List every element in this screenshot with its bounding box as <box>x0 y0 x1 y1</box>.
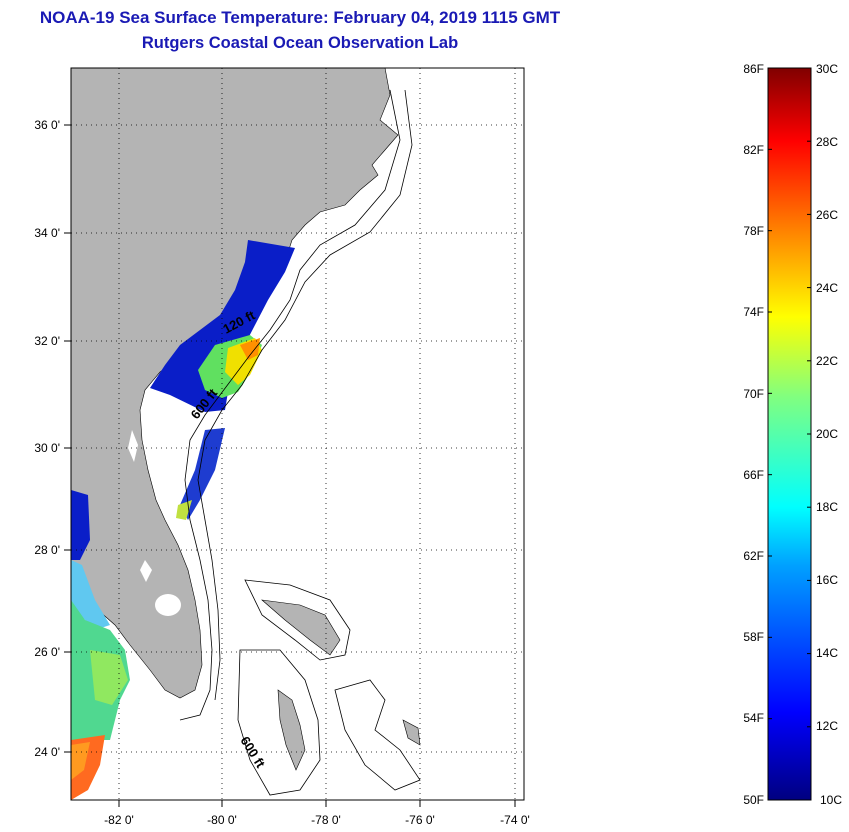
sst-warm-core <box>240 338 260 360</box>
lat-tick-label: 26 0' <box>34 645 60 659</box>
colorbar-f-label: 54F <box>743 711 764 725</box>
map-frame <box>70 67 525 801</box>
colorbar-c-label: 30C <box>816 62 838 76</box>
lat-tick-label: 28 0' <box>34 543 60 557</box>
lake-patch <box>140 560 152 582</box>
colorbar-c-label: 28C <box>816 135 838 149</box>
sst-swath-gulf <box>71 560 110 630</box>
graticule <box>71 68 524 800</box>
colorbar-f-label: 86F <box>743 62 764 76</box>
lake-okeechobee <box>155 594 181 616</box>
contour-line-600ft <box>197 89 413 701</box>
colorbar-f-label: 74F <box>743 305 764 319</box>
lon-tick-label: -82 0' <box>104 813 134 827</box>
colorbar-c-label: 18C <box>816 500 838 514</box>
colorbar-c-label: 24C <box>816 281 838 295</box>
colorbar-c-label: 22C <box>816 354 838 368</box>
colorbar-c-label: 14C <box>816 646 838 660</box>
lat-tick-label: 34 0' <box>34 226 60 240</box>
map-title: NOAA-19 Sea Surface Temperature: Februar… <box>39 8 561 27</box>
lon-tick-label: -78 0' <box>311 813 341 827</box>
contour-line-bahamas <box>237 649 321 796</box>
lon-tick-label: -74 0' <box>500 813 530 827</box>
lat-tick-label: 30 0' <box>34 441 60 455</box>
colorbar-f-label: 58F <box>743 630 764 644</box>
colorbar-f-label: 78F <box>743 224 764 238</box>
colorbar-c-label: 12C <box>816 719 838 733</box>
lat-tick-label: 24 0' <box>34 745 60 759</box>
lake-patch <box>128 430 138 462</box>
bahamas-island <box>261 599 341 656</box>
colorbar-f-label: 66F <box>743 468 764 482</box>
sst-swath-gulf-north <box>71 490 90 560</box>
colorbar-ticks <box>768 67 811 801</box>
bahamas-island <box>277 689 306 771</box>
colorbar-c-label: 16C <box>816 573 838 587</box>
contour-line-bahamas <box>244 579 351 661</box>
contour-line-120ft <box>179 89 401 721</box>
lat-tick-label: 36 0' <box>34 118 60 132</box>
axis-tick-marks <box>64 124 516 807</box>
sst-swath-gulf <box>90 650 128 705</box>
colorbar-f-label: 70F <box>743 387 764 401</box>
bahamas-island <box>402 719 421 746</box>
lon-tick-label: -76 0' <box>405 813 435 827</box>
colorbar-f-label: 50F <box>743 793 764 807</box>
colorbar-c-label: 26C <box>816 208 838 222</box>
colorbar-c-label: 10C <box>820 793 842 807</box>
sst-swath-georgia <box>150 240 295 412</box>
colorbar-c-label: 20C <box>816 427 838 441</box>
lon-tick-label: -80 0' <box>207 813 237 827</box>
colorbar-f-label: 82F <box>743 143 764 157</box>
colorbar <box>767 67 812 801</box>
colorbar-f-label: 62F <box>743 549 764 563</box>
lat-tick-label: 32 0' <box>34 334 60 348</box>
sst-swath-florida-east <box>180 428 225 520</box>
map-area <box>71 68 524 800</box>
contour-line-bahamas <box>334 679 421 791</box>
sst-swath-keys <box>71 742 90 780</box>
map-subtitle: Rutgers Coastal Ocean Observation Lab <box>141 34 459 52</box>
land-mass <box>71 68 399 699</box>
